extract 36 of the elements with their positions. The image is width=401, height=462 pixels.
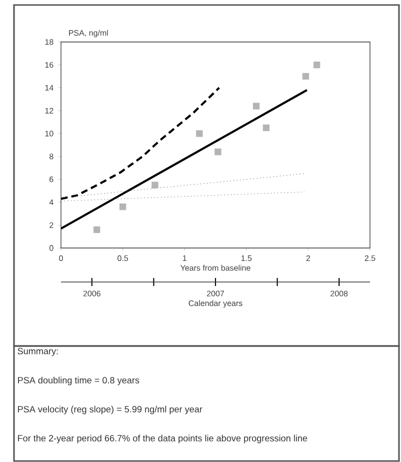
text: PSA velocity (reg slope) = 5.99 ng/ml per year: [18, 406, 202, 414]
point: [94, 226, 100, 234]
point: [152, 182, 158, 188]
point: [252, 102, 260, 110]
y-tick-label: 6: [50, 176, 54, 182]
x-tick-label: 2.5: [364, 255, 376, 262]
point: [214, 148, 222, 156]
y-tick-label: 14: [45, 85, 54, 91]
point: [196, 130, 203, 137]
x-tick-label: 0: [59, 255, 63, 262]
y-tick-label: 16: [45, 62, 54, 68]
point: [314, 62, 320, 68]
line-series: [60, 86, 220, 200]
y-tick-label: 0: [49, 245, 54, 251]
point: [302, 73, 310, 80]
x2-tick-label: 2006: [83, 290, 100, 296]
y-tick-label: 2: [50, 222, 54, 228]
y-tick-label: 18: [45, 39, 54, 45]
x2-axis-title: Calendar years: [188, 300, 242, 308]
y-tick-label: 10: [45, 130, 54, 136]
x2-tick-label: 2007: [206, 290, 224, 296]
x-tick-label: 1.5: [241, 255, 252, 261]
y-tick-label: 8: [50, 154, 54, 160]
point: [262, 124, 270, 132]
text: PSA doubling time = 0.8 years: [18, 376, 140, 386]
text: Summary:: [18, 348, 58, 356]
text: For the 2-year period 66.7% of the data points lie above progression line: [18, 434, 308, 444]
y-axis-title: PSA, ng/ml: [69, 30, 108, 38]
x-tick-label: 2: [306, 255, 310, 261]
x-axis-title: Years from baseline: [180, 264, 250, 271]
x-tick-label: 1: [182, 255, 186, 261]
y-tick-label: 12: [45, 108, 54, 114]
y-tick-label: 4: [49, 199, 54, 205]
point: [119, 203, 126, 210]
x2-tick-label: 2008: [330, 290, 348, 296]
x-tick-label: 0.5: [118, 255, 128, 262]
